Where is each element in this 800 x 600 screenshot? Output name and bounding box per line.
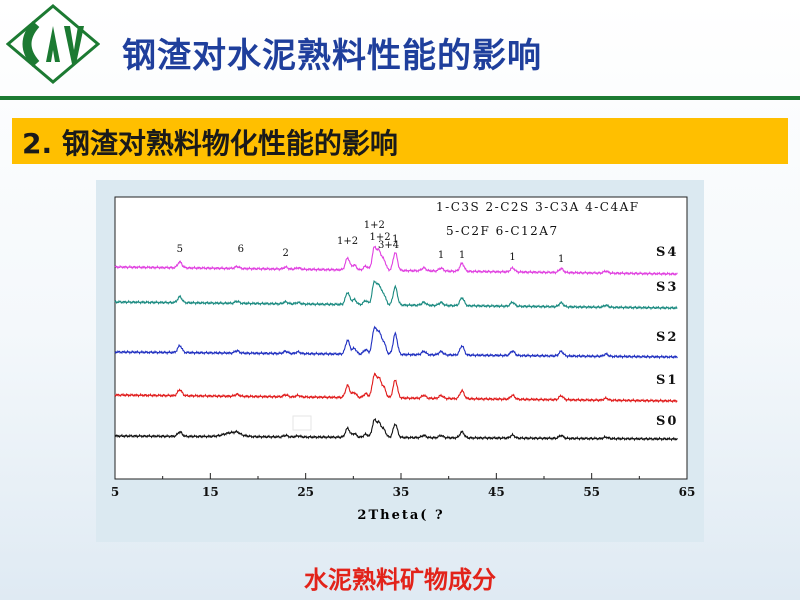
- peak-label: 1: [558, 254, 564, 265]
- series-trace-s0: [114, 417, 678, 442]
- subtitle-bar: [12, 118, 788, 164]
- plot-frame: [114, 196, 688, 480]
- series-trace-s4: [114, 245, 678, 277]
- xrd-chart-panel: 1-C3S 2-C2S 3-C3A 4-C4AF 5-C2F 6-C12A7 5…: [96, 180, 704, 542]
- peak-label: 1+2: [337, 236, 358, 247]
- x-axis-label: 2Theta( ?: [357, 508, 444, 523]
- legend-line-2: 5-C2F 6-C12A7: [446, 224, 559, 238]
- figure-caption: 水泥熟料矿物成分: [304, 566, 496, 594]
- series-label-s4: S4: [656, 245, 678, 260]
- plot-overlay-box: [292, 415, 312, 431]
- title-divider: [0, 96, 800, 100]
- series-label-s1: S1: [656, 373, 678, 388]
- peak-label: 1: [438, 250, 444, 261]
- x-tick-label: 65: [679, 485, 696, 499]
- series-label-s3: S3: [656, 280, 678, 295]
- peak-label: 2: [282, 248, 288, 259]
- peak-label: 1: [392, 234, 398, 245]
- legend-line-1: 1-C3S 2-C2S 3-C3A 4-C4AF: [436, 200, 640, 214]
- x-tick-label: 25: [297, 485, 314, 499]
- series-trace-s2: [114, 325, 678, 360]
- page-title: 钢渣对水泥熟料性能的影响: [122, 36, 542, 76]
- series-trace-s3: [114, 279, 678, 311]
- section-subtitle: 2. 钢渣对熟料物化性能的影响: [22, 127, 398, 160]
- peak-label: 1: [509, 252, 515, 263]
- x-tick-label: 5: [111, 485, 119, 499]
- peak-label: 5: [177, 244, 183, 255]
- x-tick-label: 45: [488, 485, 505, 499]
- series-label-s2: S2: [656, 330, 678, 345]
- peak-label: 1: [459, 250, 465, 261]
- peak-label: 3+4: [378, 240, 399, 251]
- x-tick-label: 55: [583, 485, 600, 499]
- peak-label: 1+2: [364, 220, 385, 231]
- peak-label: 6: [238, 244, 244, 255]
- logo-icon: [6, 4, 100, 84]
- series-trace-s1: [114, 372, 678, 404]
- x-tick-label: 35: [393, 485, 410, 499]
- x-tick-label: 15: [202, 485, 219, 499]
- peak-label: 1+2: [369, 232, 390, 243]
- series-label-s0: S0: [656, 414, 678, 429]
- xrd-chart: 1-C3S 2-C2S 3-C3A 4-C4AF 5-C2F 6-C12A7 5…: [111, 196, 696, 523]
